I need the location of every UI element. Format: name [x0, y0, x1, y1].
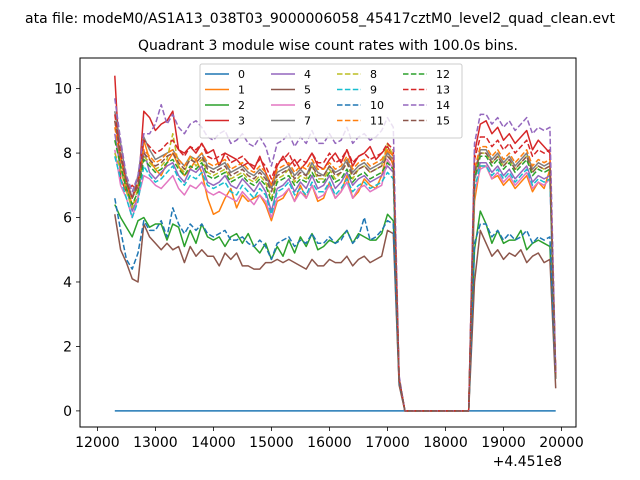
legend-label-15: 15 — [436, 115, 450, 128]
legend-frame — [199, 63, 463, 139]
legend-label-13: 13 — [436, 84, 450, 97]
legend-label-10: 10 — [370, 99, 384, 112]
series-line-3 — [114, 75, 557, 412]
legend-label-8: 8 — [370, 68, 377, 81]
legend-label-7: 7 — [304, 115, 311, 128]
x-tick-label: 13000 — [133, 435, 178, 451]
series-line-9 — [114, 156, 557, 412]
legend-label-1: 1 — [238, 84, 245, 97]
x-tick-label: 19000 — [481, 435, 526, 451]
legend-label-12: 12 — [436, 68, 450, 81]
series-line-13 — [114, 114, 557, 412]
y-tick-label: 2 — [63, 339, 72, 355]
series-line-15 — [114, 120, 557, 412]
legend-label-6: 6 — [304, 99, 311, 112]
axes-layer: 12000 13000 14000 15000 16000 17000 18000 19000… — [54, 82, 584, 451]
y-tick-label: 0 — [63, 404, 72, 420]
x-tick-label: 20000 — [539, 435, 584, 451]
y-tick-label: 4 — [63, 275, 72, 291]
x-tick-label: 14000 — [191, 435, 236, 451]
x-tick-label: 18000 — [423, 435, 468, 451]
x-tick-label: 16000 — [307, 435, 352, 451]
legend-label-2: 2 — [238, 99, 245, 112]
y-tick-label: 8 — [63, 146, 72, 162]
series-line-14 — [114, 98, 557, 412]
chart-title: Quadrant 3 module wise count rates with … — [138, 38, 518, 54]
x-tick-label: 12000 — [75, 435, 120, 451]
legend-label-9: 9 — [370, 84, 377, 97]
figure-suptitle: ata file: modeM0/AS1A13_038T03_900000605… — [25, 11, 615, 27]
y-tick-label: 10 — [54, 82, 72, 98]
plot-frame — [79, 57, 577, 428]
series-line-12 — [114, 140, 557, 412]
legend-label-5: 5 — [304, 84, 311, 97]
x-tick-label: 15000 — [249, 435, 294, 451]
legend-label-4: 4 — [304, 68, 311, 81]
series-line-5 — [114, 214, 557, 412]
legend-label-3: 3 — [238, 115, 245, 128]
series-line-4 — [114, 133, 557, 412]
series-line-6 — [114, 149, 557, 412]
legend-label-14: 14 — [436, 99, 450, 112]
x-tick-label: 17000 — [365, 435, 410, 451]
x-offset-label: +4.451e8 — [493, 454, 562, 470]
legend-label-0: 0 — [238, 68, 245, 81]
legend-label-11: 11 — [370, 115, 384, 128]
y-tick-label: 6 — [63, 211, 72, 227]
series-line-11 — [114, 127, 557, 412]
series-line-10 — [114, 198, 557, 412]
series-layer — [114, 75, 557, 412]
